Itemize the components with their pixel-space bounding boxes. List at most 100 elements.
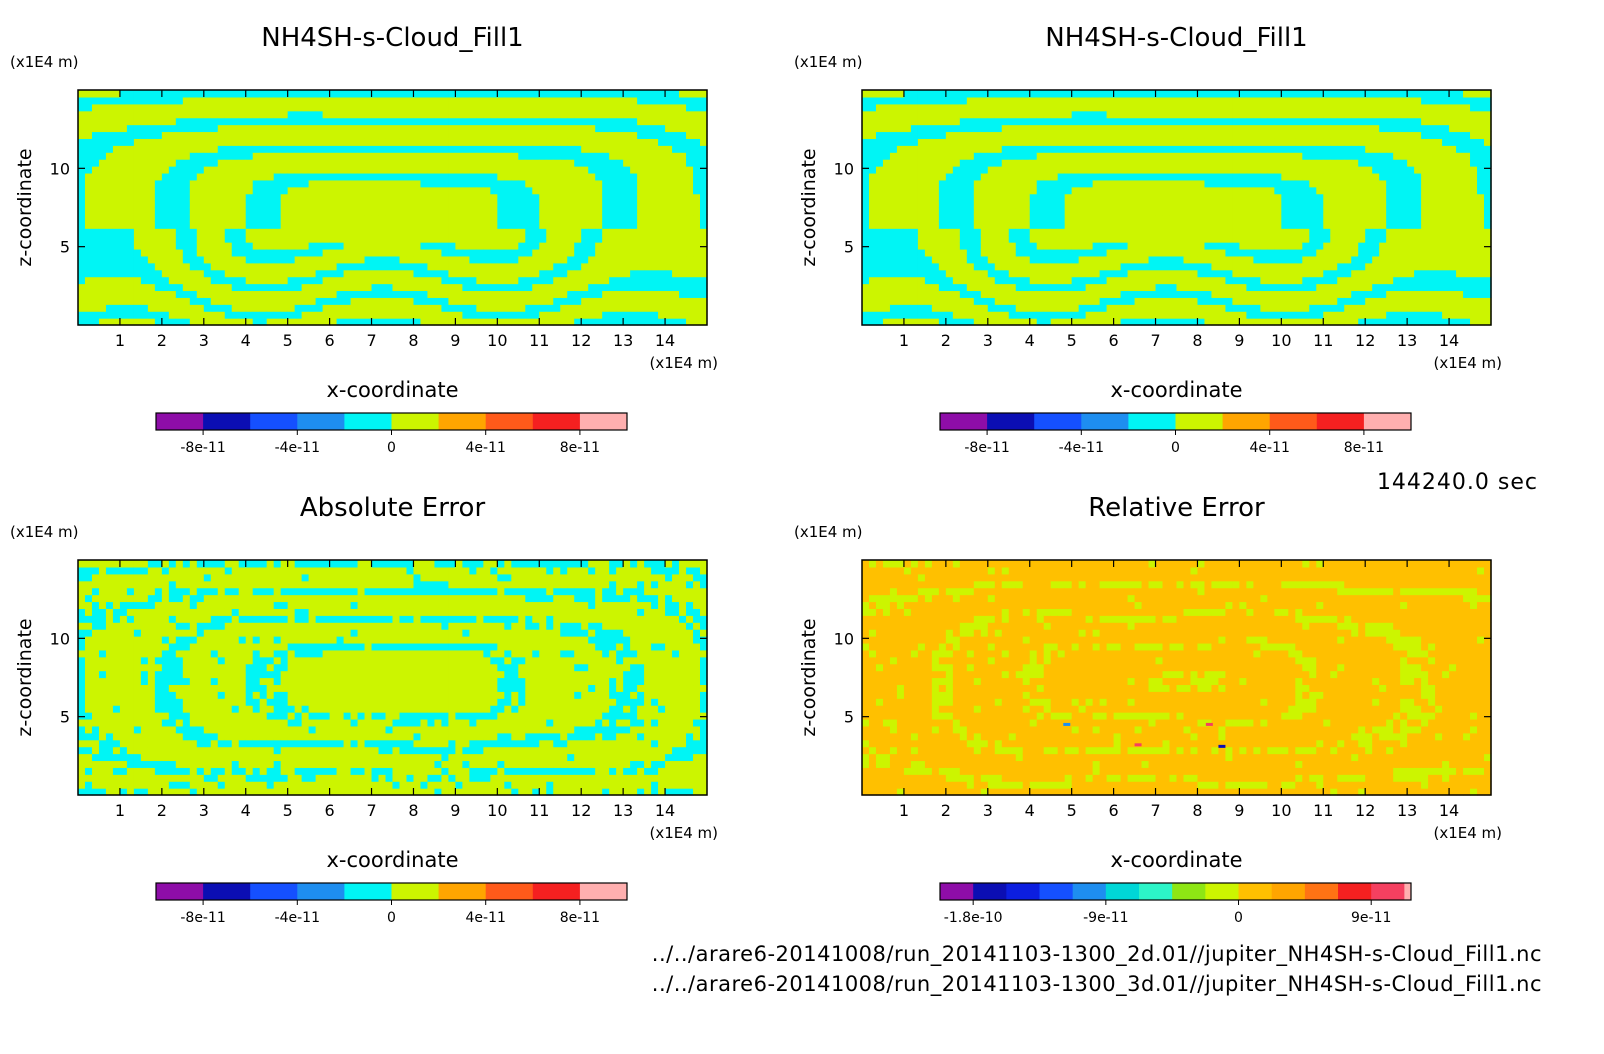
heatmap-cell (1204, 255, 1213, 264)
heatmap-cell (595, 276, 603, 285)
heatmap-cell (238, 166, 247, 174)
heatmap-cell (203, 159, 212, 167)
heatmap-cell (1211, 318, 1220, 326)
heatmap-cell (994, 221, 1003, 229)
heatmap-cell (546, 124, 554, 133)
heatmap-cell (987, 179, 996, 188)
heatmap-cell (609, 255, 617, 264)
heatmap-cell (385, 193, 394, 202)
heatmap-cell (301, 193, 310, 202)
heatmap-cell (392, 297, 401, 305)
heatmap-cell (525, 228, 533, 236)
heatmap-cell (609, 269, 617, 278)
heatmap-cell (1134, 255, 1143, 264)
heatmap-cell (322, 138, 331, 146)
heatmap-cell (1078, 304, 1087, 312)
heatmap-cell (1029, 235, 1038, 243)
heatmap-cell (903, 248, 912, 257)
heatmap-cell (504, 214, 512, 222)
heatmap-cell (378, 228, 387, 236)
heatmap-cell (868, 248, 877, 257)
heatmap-cell (567, 96, 575, 105)
heatmap-cell (511, 117, 519, 126)
heatmap-cell (84, 200, 93, 209)
heatmap-cell (119, 304, 128, 312)
heatmap-cell (294, 200, 303, 209)
heatmap-cell (868, 200, 877, 209)
heatmap-cell (931, 172, 940, 181)
heatmap-cell (1218, 228, 1227, 236)
heatmap-cell (679, 255, 687, 264)
heatmap-cell (1155, 207, 1164, 216)
heatmap-cell (210, 166, 219, 174)
heatmap-cell (966, 159, 975, 167)
heatmap-cell (1036, 290, 1045, 298)
heatmap-cell (693, 235, 701, 243)
heatmap-cell (147, 200, 156, 209)
heatmap-cell (1099, 152, 1108, 160)
heatmap-cell (903, 131, 912, 139)
heatmap-cell (399, 138, 408, 146)
heatmap-cell (294, 166, 303, 174)
heatmap-cell (903, 179, 912, 188)
heatmap-cell (1190, 262, 1199, 271)
heatmap-cell (1008, 318, 1017, 326)
heatmap-cell (1036, 193, 1045, 202)
heatmap-cell (903, 228, 912, 236)
heatmap-cell (917, 179, 926, 188)
heatmap-cell (1162, 304, 1171, 312)
heatmap-cell (329, 228, 338, 236)
heatmap-cell (882, 172, 891, 181)
colorbar-swatch (297, 413, 345, 430)
heatmap-cell (280, 200, 289, 209)
heatmap-cell (322, 297, 331, 305)
heatmap-cell (623, 235, 631, 243)
heatmap-cell (1085, 269, 1094, 278)
heatmap-cell (266, 311, 275, 319)
heatmap-cell (1106, 318, 1115, 326)
heatmap-cell (630, 235, 638, 243)
heatmap-cell (623, 297, 631, 305)
heatmap-cell (1148, 207, 1157, 216)
heatmap-cell (602, 103, 610, 112)
heatmap-cell (686, 221, 694, 229)
heatmap-cell (1015, 172, 1024, 181)
heatmap-cell (1001, 318, 1010, 326)
heatmap-cell (525, 290, 533, 298)
heatmap-cell (1225, 255, 1234, 264)
heatmap-cell (280, 228, 289, 236)
heatmap-cell (315, 228, 324, 236)
heatmap-cell (637, 255, 645, 264)
heatmap-cell (217, 124, 226, 133)
heatmap-cell (987, 262, 996, 271)
heatmap-cell (1232, 297, 1240, 305)
heatmap-cell (1085, 207, 1094, 216)
heatmap-cell (952, 207, 961, 216)
heatmap-cell (700, 103, 708, 112)
heatmap-cell (490, 124, 498, 133)
heatmap-cell (924, 145, 933, 153)
heatmap-cell (336, 186, 345, 195)
heatmap-cell (392, 311, 401, 319)
heatmap-cell (966, 290, 975, 298)
heatmap-cell (483, 110, 491, 119)
heatmap-cell (189, 283, 198, 292)
heatmap-cell (476, 96, 484, 105)
heatmap-cell (280, 207, 289, 216)
heatmap-cell (245, 110, 254, 119)
heatmap-cell (504, 124, 512, 133)
heatmap-cell (315, 207, 324, 216)
heatmap-cell (959, 193, 968, 202)
heatmap-cell (231, 214, 240, 222)
heatmap-cell (427, 311, 436, 319)
heatmap-cell (1127, 117, 1136, 126)
heatmap-cell (1001, 145, 1010, 153)
heatmap-cell (462, 96, 470, 105)
heatmap-cell (672, 221, 680, 229)
heatmap-cell (1120, 235, 1129, 243)
heatmap-cell (875, 152, 884, 160)
heatmap-cell (1127, 276, 1136, 285)
heatmap-cell (924, 311, 933, 319)
heatmap-cell (189, 200, 198, 209)
heatmap-cell (882, 145, 891, 153)
